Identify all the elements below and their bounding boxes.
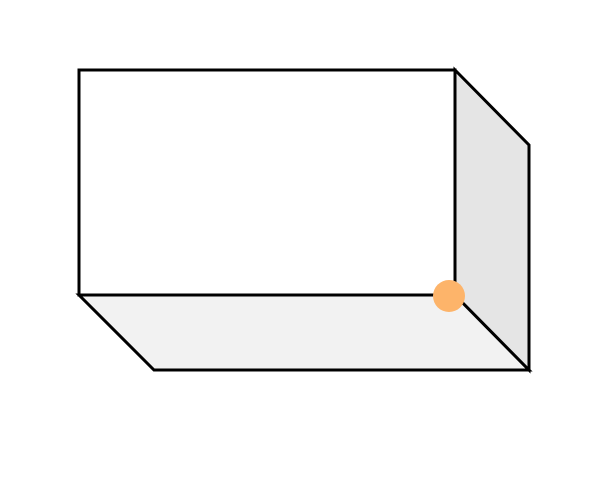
corner-dot — [433, 280, 465, 312]
bottom-face — [75, 293, 533, 372]
front-face — [77, 68, 457, 297]
